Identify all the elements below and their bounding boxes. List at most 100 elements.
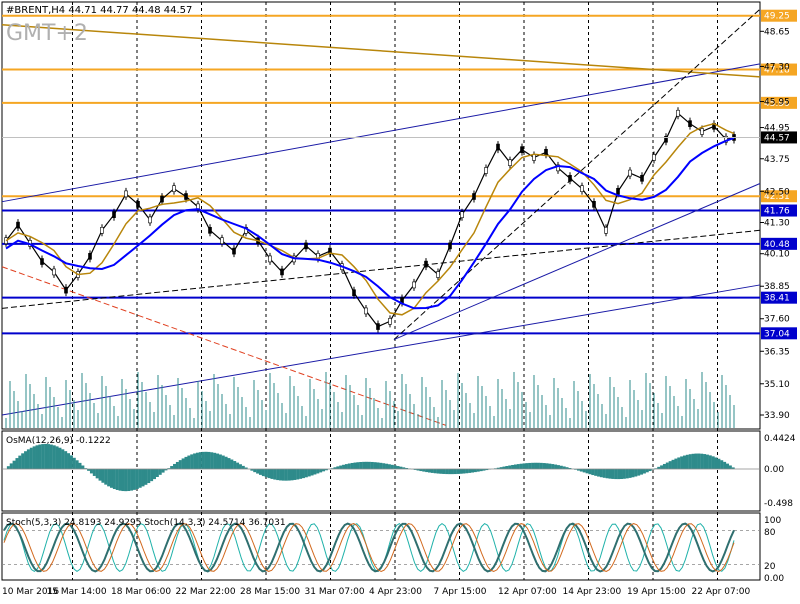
osma-bar (468, 469, 471, 473)
osma-tick-label: -0.498 (764, 499, 793, 509)
osma-bar (196, 453, 199, 469)
osma-bar (617, 469, 620, 479)
osma-bar (666, 463, 669, 469)
time-axis-label: 18 Mar 06:00 (111, 587, 171, 597)
osma-bar (242, 466, 245, 469)
osma-bar (33, 446, 36, 469)
osma-bar (709, 455, 712, 469)
osma-bar (365, 462, 368, 469)
candle-body (413, 282, 416, 288)
osma-bar (70, 455, 73, 469)
osma-bar (256, 469, 259, 474)
osma-bar (528, 463, 531, 469)
osma-bar (233, 461, 236, 469)
osma-bar (222, 456, 225, 469)
osma-bar (30, 448, 33, 469)
osma-bar (67, 453, 70, 469)
osma-bar (99, 469, 102, 481)
osma-bar (517, 464, 520, 469)
candle-body (425, 261, 428, 267)
osma-bar (368, 462, 371, 469)
osma-bar (133, 469, 136, 490)
osma-bar (729, 465, 732, 469)
osma-bar (428, 469, 431, 473)
candle-body (53, 269, 56, 275)
osma-bar (47, 444, 50, 469)
candle-body (677, 110, 680, 116)
osma-bar (305, 469, 308, 477)
price-tick-label: 40.10 (764, 250, 790, 260)
osma-bar (609, 469, 612, 479)
osma-bar (110, 469, 113, 488)
candle-body (533, 154, 536, 160)
osma-bar (354, 463, 357, 469)
candle-body (125, 191, 128, 197)
osma-bar (623, 469, 626, 479)
osma-bar (308, 469, 311, 476)
candle-body (365, 308, 368, 314)
price-tick-label: 41.30 (764, 219, 790, 229)
osma-bar (586, 469, 589, 473)
osma-bar (7, 466, 10, 469)
time-axis-label: 28 Mar 15:00 (240, 587, 300, 597)
osma-bar (236, 463, 239, 469)
time-axis-label: 4 Apr 23:00 (369, 587, 422, 597)
price-tick-label: 42.50 (764, 187, 790, 197)
osma-bar (723, 462, 726, 469)
candle-body (17, 222, 20, 228)
candle-body (605, 227, 608, 233)
osma-bar (425, 469, 428, 472)
osma-bar (677, 457, 680, 469)
candle-body (593, 201, 596, 207)
osma-bar (90, 469, 93, 473)
candle-body (461, 212, 464, 218)
osma-bar (454, 469, 457, 474)
osma-bar (339, 466, 342, 469)
osma-bar (629, 469, 632, 478)
osma-bar (182, 458, 185, 469)
osma-bar (474, 469, 477, 472)
osma-bar (439, 469, 442, 474)
osma-bar (700, 454, 703, 469)
osma-bar (150, 469, 153, 481)
osma-bar (225, 457, 228, 469)
osma-bar (359, 462, 362, 469)
osma-bar (273, 469, 276, 480)
osma-bar (187, 456, 190, 469)
osma-bar (268, 469, 271, 478)
osma-bar (259, 469, 262, 475)
osma-bar (13, 461, 16, 469)
price-tick-label: 38.85 (764, 282, 790, 292)
osma-bar (379, 463, 382, 469)
osma-tick-label: 0.00 (764, 465, 784, 475)
osma-bar (603, 469, 606, 478)
osma-bar (116, 469, 119, 490)
osma-bar (121, 469, 124, 491)
level-tag-label: 37.04 (764, 329, 790, 339)
stoch-tick-label: 0.00 (764, 574, 784, 584)
candle-body (353, 290, 356, 296)
osma-bar (511, 465, 514, 469)
time-axis-label: 22 Mar 22:00 (176, 587, 236, 597)
osma-bar (397, 466, 400, 469)
osma-bar (703, 454, 706, 469)
osma-bar (176, 462, 179, 469)
osma-bar (104, 469, 107, 485)
osma-bar (683, 456, 686, 469)
osma-bar (253, 469, 256, 472)
candle-body (437, 272, 440, 278)
osma-bar (548, 464, 551, 469)
osma-bar (611, 469, 614, 479)
osma-bar (311, 469, 314, 475)
osma-bar (24, 451, 27, 469)
candle-body (497, 144, 500, 150)
osma-bar (663, 464, 666, 469)
osma-bar (290, 469, 293, 480)
osma-bar (689, 454, 692, 469)
candle-body (389, 318, 392, 324)
osma-bar (437, 469, 440, 474)
osma-bar (680, 456, 683, 469)
osma-bar (44, 444, 47, 469)
